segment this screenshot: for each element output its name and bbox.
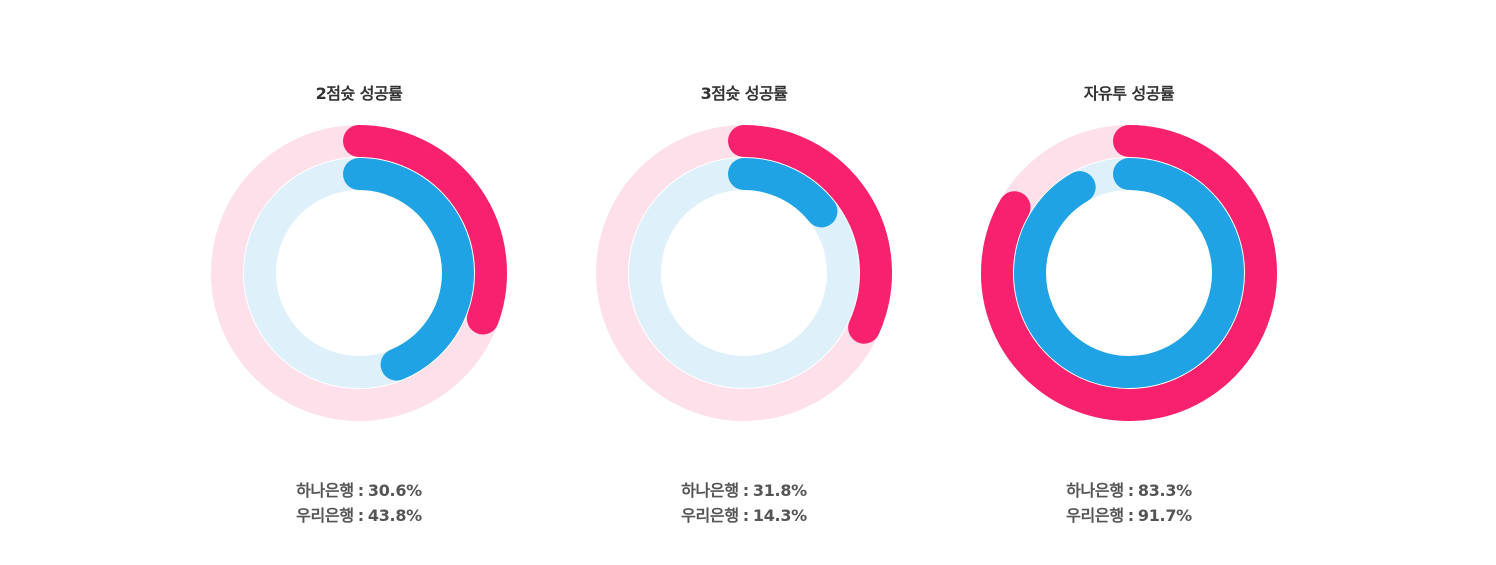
legend-row-hana: 하나은행:30.6% bbox=[199, 478, 519, 503]
radial-chart bbox=[981, 125, 1277, 421]
legend-row-hana: 하나은행:31.8% bbox=[584, 478, 904, 503]
legend-row-woori: 우리은행:14.3% bbox=[584, 503, 904, 528]
chart-panel-2pt: 2점슛 성공률 하나은행:30.6% 우리은행:43.8% bbox=[199, 0, 519, 565]
legend-separator: : bbox=[1127, 481, 1134, 500]
legend-label: 하나은행 bbox=[1066, 481, 1124, 500]
chart-title: 3점슛 성공률 bbox=[700, 84, 788, 103]
legend-label: 우리은행 bbox=[681, 506, 739, 525]
legend-value: 31.8 bbox=[752, 481, 792, 500]
legend-row-hana: 하나은행:83.3% bbox=[969, 478, 1289, 503]
legend-separator: : bbox=[1127, 506, 1134, 525]
legend-unit: % bbox=[791, 506, 807, 525]
radial-chart bbox=[596, 125, 892, 421]
ring-bar bbox=[343, 158, 474, 381]
legend-separator: : bbox=[742, 481, 749, 500]
legend-row-woori: 우리은행:43.8% bbox=[199, 503, 519, 528]
legend-value: 83.3 bbox=[1137, 481, 1177, 500]
legend-label: 우리은행 bbox=[296, 506, 354, 525]
legend-unit: % bbox=[1176, 481, 1192, 500]
legend-unit: % bbox=[406, 506, 422, 525]
legend-separator: : bbox=[357, 481, 364, 500]
legend-separator: : bbox=[742, 506, 749, 525]
radial-chart bbox=[211, 125, 507, 421]
legend-label: 하나은행 bbox=[681, 481, 739, 500]
ring-bar bbox=[343, 125, 507, 335]
legend-label: 우리은행 bbox=[1066, 506, 1124, 525]
legend-value: 14.3 bbox=[752, 506, 792, 525]
legend-value: 43.8 bbox=[367, 506, 407, 525]
chart-panel-freethrow: 자유투 성공률 하나은행:83.3% 우리은행:91.7% bbox=[969, 0, 1289, 565]
ring-bar bbox=[728, 125, 892, 344]
chart-title: 자유투 성공률 bbox=[1083, 84, 1175, 103]
chart-legend: 하나은행:83.3% 우리은행:91.7% bbox=[969, 478, 1289, 528]
legend-label: 하나은행 bbox=[296, 481, 354, 500]
chart-legend: 하나은행:31.8% 우리은행:14.3% bbox=[584, 478, 904, 528]
legend-unit: % bbox=[406, 481, 422, 500]
chart-panel-3pt: 3점슛 성공률 하나은행:31.8% 우리은행:14.3% bbox=[584, 0, 904, 565]
ring-bar bbox=[728, 158, 838, 228]
legend-unit: % bbox=[1176, 506, 1192, 525]
chart-title: 2점슛 성공률 bbox=[315, 84, 403, 103]
legend-separator: : bbox=[357, 506, 364, 525]
legend-value: 91.7 bbox=[1137, 506, 1177, 525]
legend-row-woori: 우리은행:91.7% bbox=[969, 503, 1289, 528]
legend-value: 30.6 bbox=[367, 481, 407, 500]
chart-legend: 하나은행:30.6% 우리은행:43.8% bbox=[199, 478, 519, 528]
legend-unit: % bbox=[791, 481, 807, 500]
ring-bar bbox=[981, 125, 1277, 421]
ring-bar bbox=[1014, 158, 1244, 388]
